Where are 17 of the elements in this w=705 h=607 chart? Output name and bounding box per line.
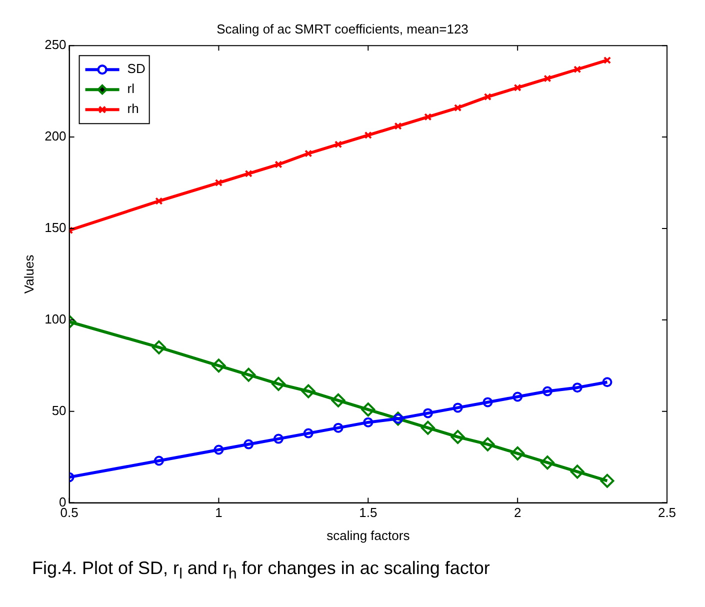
x-tick-label: 1.5 [359, 505, 378, 520]
chart-title: Scaling of ac SMRT coefficients, mean=123 [216, 21, 468, 36]
y-tick-label: 0 [59, 494, 66, 510]
y-axis-title: Values [21, 254, 36, 294]
y-tick-label: 250 [44, 37, 66, 52]
y-tick-label: 200 [44, 128, 66, 144]
caption: Fig.4. Plot of SD, r$_{l}$ and r$_{h}$ for changes in ac scaling factor [31, 557, 491, 583]
x-axis-title: scaling factors [326, 528, 410, 543]
x-tick-label: 2.5 [658, 505, 676, 520]
legend-label: rl [127, 81, 135, 96]
x-tick-label: 1 [215, 505, 222, 520]
y-tick-label: 50 [52, 402, 66, 418]
x-tick-label: 2 [514, 505, 522, 520]
legend-label: rh [127, 101, 139, 116]
y-tick-label: 150 [44, 220, 66, 236]
legend-label: SD [127, 61, 146, 76]
y-tick-label: 100 [44, 312, 66, 326]
